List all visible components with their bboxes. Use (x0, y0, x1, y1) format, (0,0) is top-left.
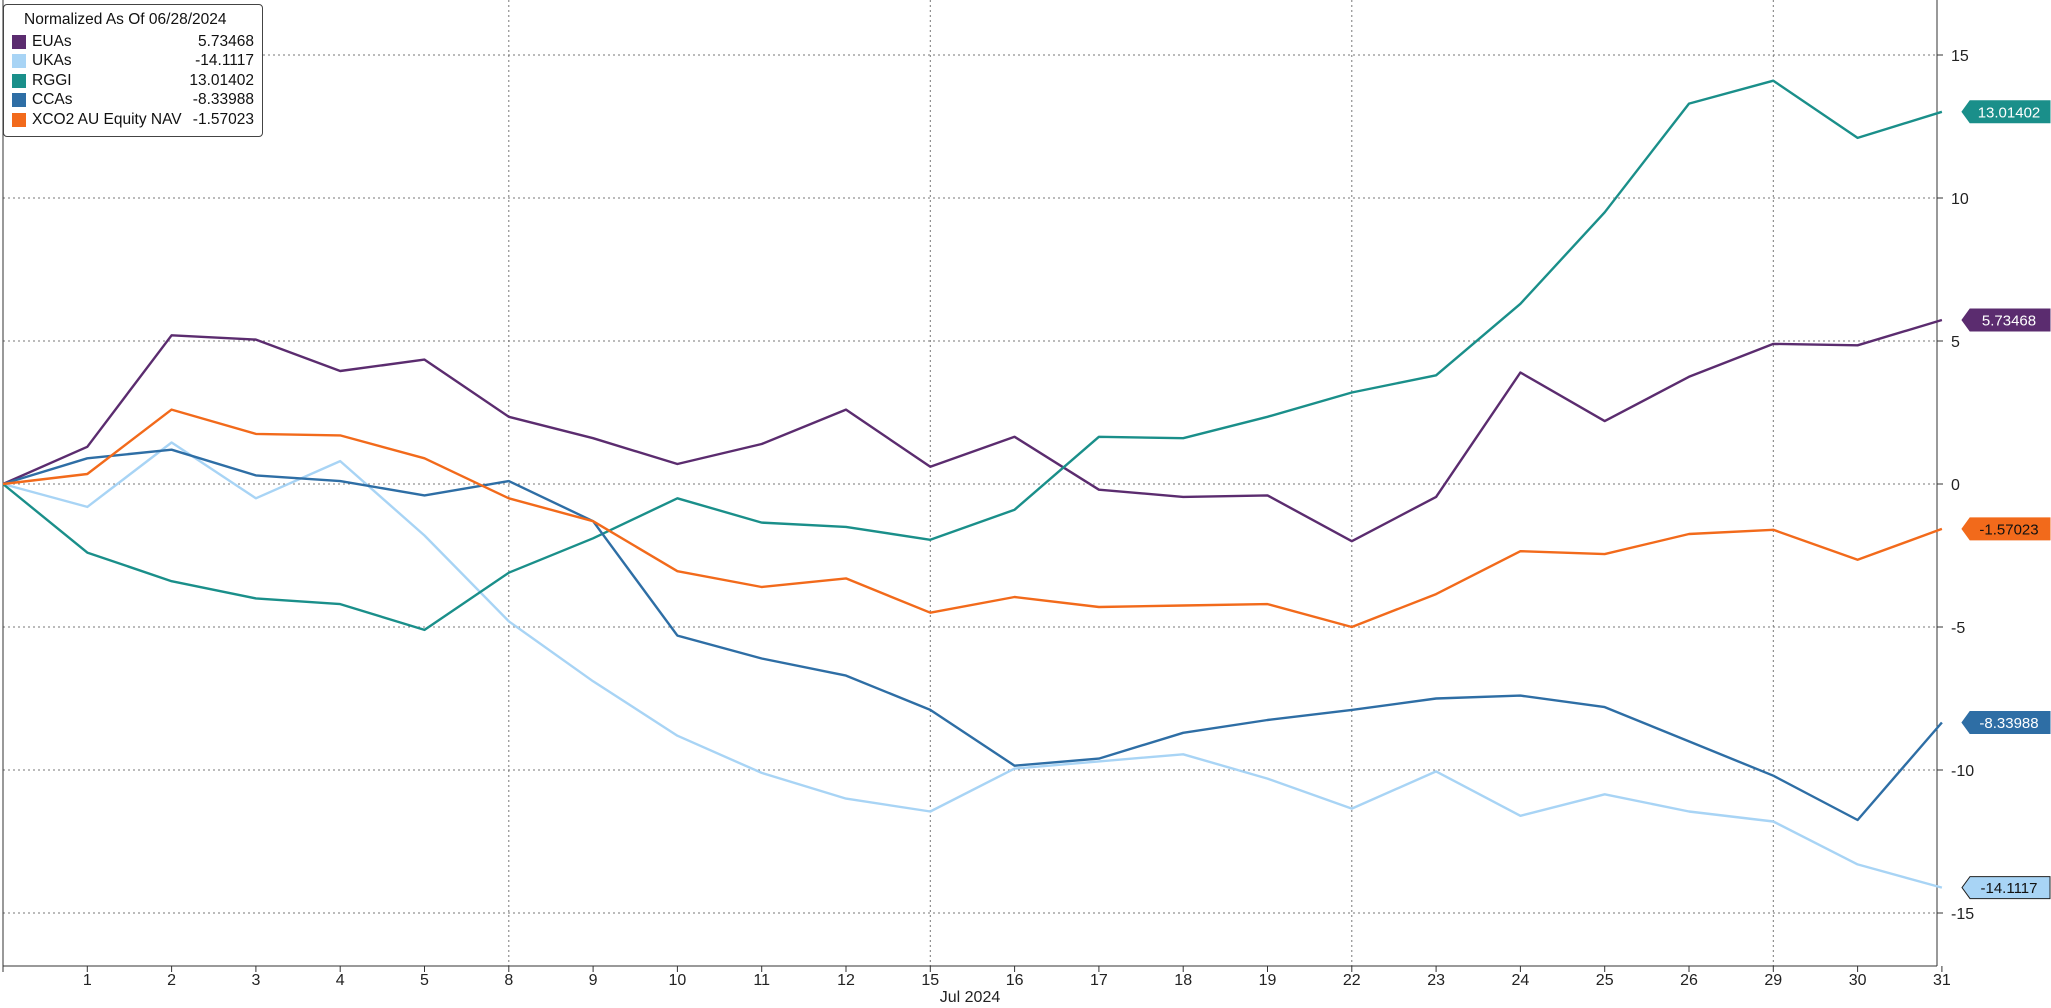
series-lines (2, 79, 1943, 889)
x-tick-label: 11 (753, 972, 770, 989)
legend-swatch (12, 93, 26, 108)
legend-label: EUAs (32, 32, 72, 50)
end-tag-label: -1.57023 (1979, 521, 2038, 538)
legend-value: -14.1117 (195, 52, 254, 70)
x-tick-label: 25 (1596, 972, 1614, 989)
legend-swatch (12, 73, 26, 88)
series-line-xco2-au-equity-nav (2, 408, 1943, 629)
series-line-euas (2, 318, 1943, 543)
legend-title: Normalized As Of 06/28/2024 (24, 11, 227, 28)
x-tick-label: 31 (1933, 972, 1951, 989)
legend-swatch (12, 54, 26, 69)
end-tag-euas: 5.73468 (1961, 308, 2051, 332)
x-tick-label: 30 (1849, 972, 1867, 989)
end-tag-xco2-au-equity-nav: -1.57023 (1961, 517, 2051, 541)
end-tag-label: 5.73468 (1982, 312, 2036, 329)
legend-item-ukas: UKAs -14.1117 (12, 52, 254, 72)
legend-swatch (12, 34, 26, 49)
end-tag-ccas: -8.33988 (1961, 711, 2051, 735)
x-tick-label: 18 (1174, 972, 1192, 989)
x-tick-label: 12 (837, 972, 855, 989)
y-tick-label: 15 (1951, 48, 1969, 65)
x-tick-label: 5 (420, 972, 429, 989)
legend-item-xco2: XCO2 AU Equity NAV -1.57023 (12, 110, 254, 130)
x-tick-label: 22 (1343, 972, 1361, 989)
series-line-rggi (2, 79, 1943, 632)
legend-value: 5.73468 (197, 32, 254, 50)
y-tick-labels: 15 10 5 0 -5 -10 -15 (1937, 48, 1974, 923)
end-tag-ukas: -14.1117 (1961, 876, 2051, 900)
legend-value: -1.57023 (192, 110, 254, 128)
series-line-ukas (2, 441, 1943, 889)
x-tick-label: 3 (251, 972, 260, 989)
y-tick-label: 0 (1951, 477, 1960, 494)
x-axis-month-label: Jul 2024 (940, 989, 1001, 1006)
x-tick-label: 17 (1090, 972, 1108, 989)
legend-value: 13.01402 (189, 71, 254, 89)
legend-value: -8.33988 (192, 91, 254, 109)
end-tag-label: -14.1117 (1981, 880, 2038, 897)
end-value-tags: 5.73468 -14.1117 13.01402 -8.33988 -1.57023 (1961, 100, 2051, 900)
legend-label: RGGI (32, 71, 72, 89)
legend-item-ccas: CCAs -8.33988 (12, 91, 254, 111)
series-line-ccas (2, 448, 1943, 822)
y-tick-label: 10 (1951, 191, 1969, 208)
x-tick-label: 8 (504, 972, 513, 989)
x-tick-label: 4 (336, 972, 345, 989)
x-tick-label: 29 (1764, 972, 1782, 989)
x-tick-label: 1 (83, 972, 92, 989)
legend-label: UKAs (32, 52, 72, 70)
end-tag-rggi: 13.01402 (1961, 100, 2051, 124)
x-tick-label: 15 (921, 972, 939, 989)
y-tick-label: -15 (1951, 906, 1974, 923)
legend-item-euas: EUAs 5.73468 (12, 32, 254, 52)
y-tick-label: -10 (1951, 763, 1974, 780)
legend-swatch (12, 112, 26, 127)
x-tick-label: 26 (1680, 972, 1698, 989)
x-tick-label: 9 (589, 972, 598, 989)
y-tick-label: -5 (1951, 620, 1965, 637)
y-tick-label: 5 (1951, 334, 1960, 351)
x-tick-label: 19 (1259, 972, 1277, 989)
x-tick-label: 16 (1006, 972, 1024, 989)
end-tag-label: 13.01402 (1978, 104, 2041, 121)
x-tick-labels: 1 2 3 4 5 8 9 10 11 12 15 16 17 18 19 22 23 24 25 26 29 30 31 (2, 966, 1951, 989)
end-tag-label: -8.33988 (1979, 715, 2038, 732)
x-tick-label: 2 (167, 972, 176, 989)
legend-item-rggi: RGGI 13.01402 (12, 71, 254, 91)
x-tick-label: 23 (1427, 972, 1445, 989)
legend-label: CCAs (32, 91, 73, 109)
legend-label: XCO2 AU Equity NAV (32, 110, 182, 128)
legend: Normalized As Of 06/28/2024 EUAs 5.73468… (3, 4, 263, 137)
x-tick-label: 24 (1512, 972, 1530, 989)
x-tick-label: 10 (669, 972, 687, 989)
